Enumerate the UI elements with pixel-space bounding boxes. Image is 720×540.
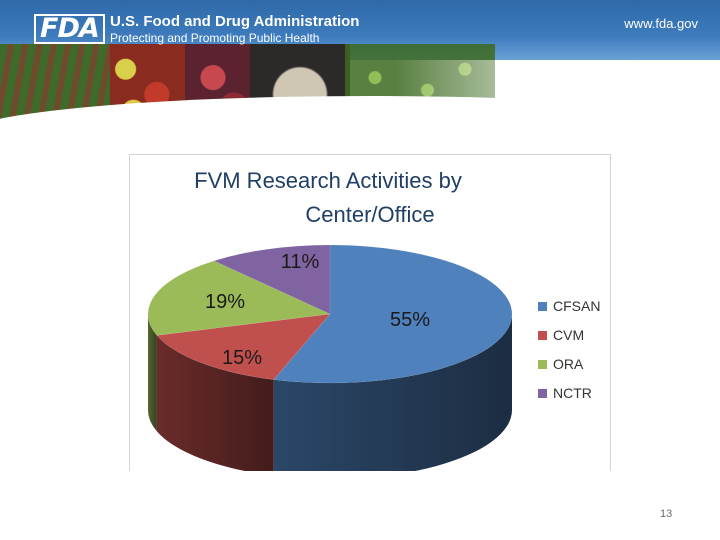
chart-title-line-2: Center/Office xyxy=(305,202,434,227)
pie-slice-cfsan xyxy=(273,244,513,384)
chart-legend: CFSAN CVM ORA NCTR xyxy=(538,298,600,401)
legend-label-ora: ORA xyxy=(553,356,584,372)
page-number: 13 xyxy=(660,508,673,520)
legend-swatch-cvm xyxy=(538,331,547,340)
agency-tagline: Protecting and Promoting Public Health xyxy=(110,31,320,45)
site-url: www.fda.gov xyxy=(624,16,698,31)
agency-block: U.S. Food and Drug Administration Protec… xyxy=(110,13,359,46)
data-label-cfsan: 55% xyxy=(390,309,430,331)
legend-swatch-nctr xyxy=(538,389,547,398)
pie-data-labels: 55% 15% 19% 11% xyxy=(205,251,430,369)
legend-label-cvm: CVM xyxy=(553,327,584,343)
legend-label-cfsan: CFSAN xyxy=(553,298,600,314)
data-label-ora: 19% xyxy=(205,291,245,313)
data-label-cvm: 15% xyxy=(222,347,262,369)
legend-label-nctr: NCTR xyxy=(553,385,592,401)
pie-slice-cvm xyxy=(156,313,331,380)
legend-swatch-ora xyxy=(538,360,547,369)
data-label-nctr: 11% xyxy=(281,251,320,273)
legend-swatch-cfsan xyxy=(538,302,547,311)
fda-logo-text: FDA xyxy=(34,14,105,44)
pie-side-cvm xyxy=(156,335,274,471)
chart-title-line-1: FVM Research Activities by xyxy=(194,168,462,193)
pie-side-ora xyxy=(148,314,157,432)
pie-slices xyxy=(147,244,513,471)
agency-name: U.S. Food and Drug Administration xyxy=(110,13,360,30)
pie-chart: FVM Research Activities by Center/Office… xyxy=(147,168,600,471)
pie-side-cfsan xyxy=(273,314,512,471)
pie-slice-nctr xyxy=(213,244,331,315)
pie-slice-ora xyxy=(147,260,331,336)
header-banner: FDA U.S. Food and Drug Administration Pr… xyxy=(0,0,720,128)
fda-logo: FDA xyxy=(34,14,105,44)
chart-frame: FVM Research Activities by Center/Office… xyxy=(129,154,611,471)
